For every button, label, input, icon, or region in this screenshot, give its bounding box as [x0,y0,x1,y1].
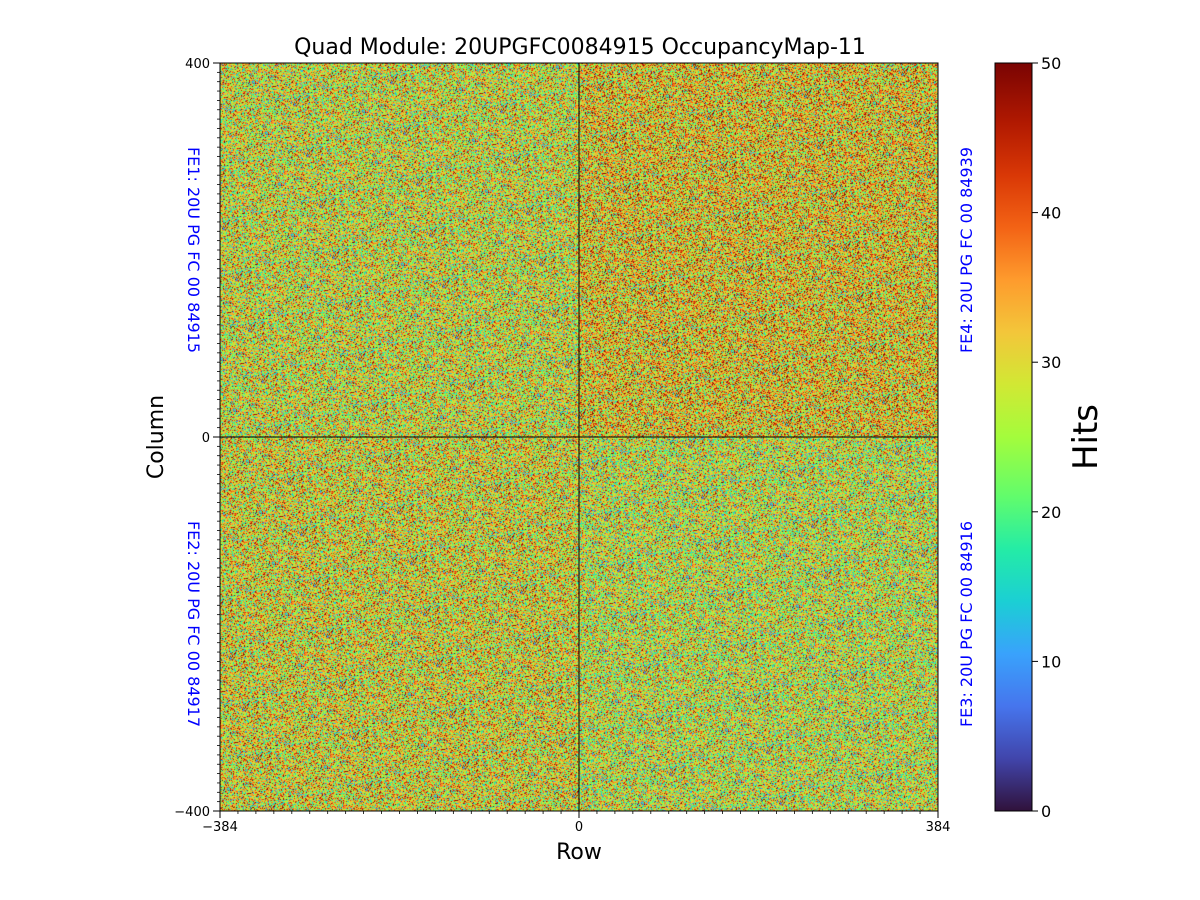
y-tick-label: 400 [185,57,210,72]
minor-ticks [217,71,921,814]
x-tick-label: 384 [926,820,951,835]
y-tick-label: 0 [202,431,210,446]
colorbar-tick-label: 30 [1041,353,1061,372]
x-axis: −384 0 384 Row [202,811,950,865]
colorbar-frame [994,62,1033,812]
colorbar-tick-label: 0 [1041,802,1051,821]
x-axis-label: Row [556,840,602,865]
x-tick-label: −384 [202,820,238,835]
fe3-label: FE3: 20U PG FC 00 84916 [957,521,976,727]
colorbar-tick-label: 50 [1041,54,1061,73]
chart-title: Quad Module: 20UPGFC0084915 OccupancyMap… [294,35,866,60]
colorbar-tick-label: 40 [1041,204,1061,223]
y-axis: 400 0 −400 Column [144,57,220,820]
colorbar: 0 10 20 30 40 50 Hits [994,54,1106,821]
fe4-label: FE4: 20U PG FC 00 84939 [957,147,976,353]
y-axis-label: Column [144,395,169,479]
colorbar-label: Hits [1066,404,1106,470]
y-tick-label: −400 [174,805,210,820]
colorbar-tick-label: 20 [1041,503,1061,522]
fe2-label: FE2: 20U PG FC 00 84917 [184,521,203,727]
colorbar-tick-label: 10 [1041,652,1061,671]
fe1-label: FE1: 20U PG FC 00 84915 [184,147,203,353]
x-tick-label: 0 [575,820,583,835]
colorbar-gradient [995,63,1032,811]
